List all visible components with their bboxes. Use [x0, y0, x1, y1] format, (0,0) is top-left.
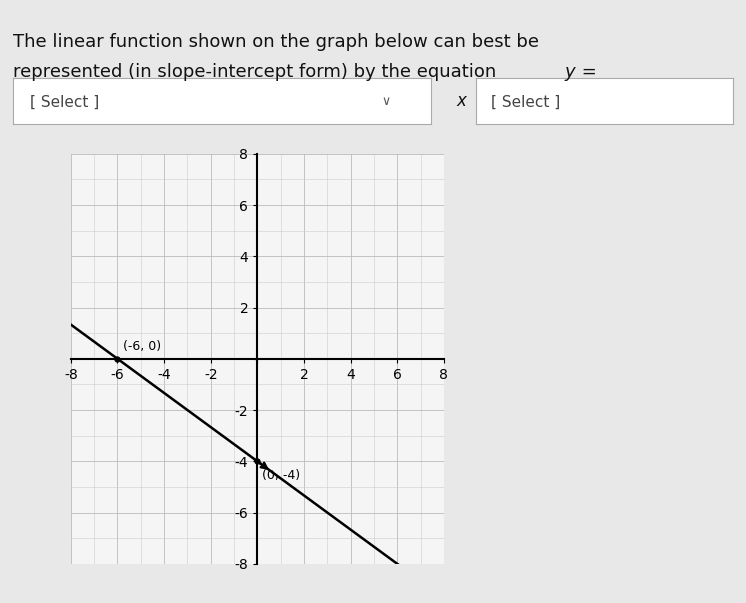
Text: y: y [564, 63, 574, 81]
Text: represented (in slope-intercept form) by the equation: represented (in slope-intercept form) by… [13, 63, 502, 81]
Text: (-6, 0): (-6, 0) [123, 340, 161, 353]
Text: ∨: ∨ [381, 95, 390, 109]
Text: =: = [576, 63, 597, 81]
Text: x: x [456, 92, 466, 110]
Text: The linear function shown on the graph below can best be: The linear function shown on the graph b… [13, 33, 539, 51]
Text: (0, -4): (0, -4) [262, 469, 300, 482]
Text: [ Select ]: [ Select ] [30, 95, 99, 109]
Text: [ Select ]: [ Select ] [492, 95, 561, 109]
